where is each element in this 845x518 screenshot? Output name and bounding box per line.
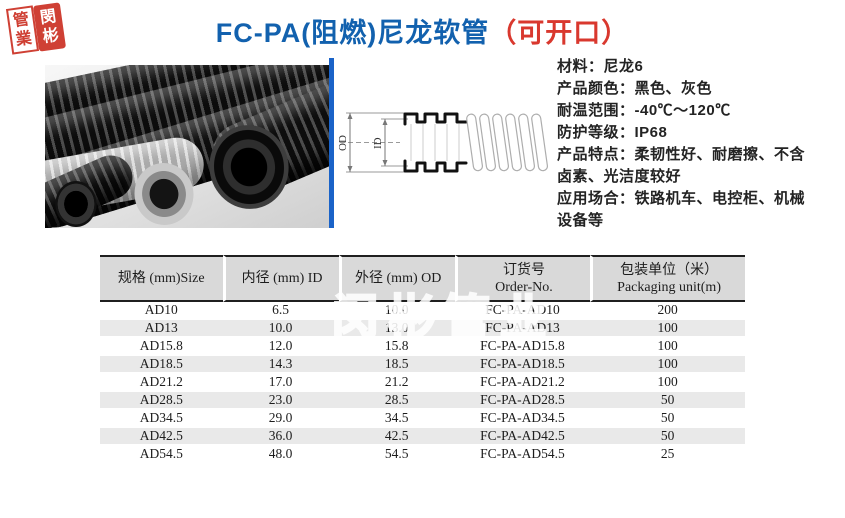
spec-line: 设备等 <box>557 212 604 229</box>
table-header-row: 规格 (mm)Size 内径 (mm) ID 外径 (mm) OD 订货号 Or… <box>100 255 745 302</box>
table-cell: 14.3 <box>222 356 339 374</box>
table-cell: AD18.5 <box>100 356 223 374</box>
table-cell: AD54.5 <box>100 446 223 464</box>
table-cell: 50 <box>590 410 745 428</box>
table-row: AD34.5 29.0 34.5 FC-PA-AD34.5 50 <box>100 410 745 428</box>
table-cell: 17.0 <box>222 374 339 392</box>
table-cell: 100 <box>590 374 745 392</box>
table-cell: 12.0 <box>222 338 339 356</box>
table-row: AD28.5 23.0 28.5 FC-PA-AD28.5 50 <box>100 392 745 410</box>
table-cell: 28.5 <box>338 392 455 410</box>
table-cell: 42.5 <box>338 428 455 446</box>
spec-line: 产品颜色：黑色、灰色 <box>557 80 713 97</box>
page-title: FC-PA(阻燃)尼龙软管（可开口） <box>0 11 845 50</box>
table-cell: 50 <box>590 428 745 446</box>
table-cell: FC-PA-AD34.5 <box>454 410 591 428</box>
diagram-svg: OD ID <box>337 112 549 173</box>
table-cell: FC-PA-AD28.5 <box>454 392 591 410</box>
table-cell: 6.5 <box>222 302 339 320</box>
spec-line: 卤素、光洁度较好 <box>557 168 682 185</box>
table-row: AD18.5 14.3 18.5 FC-PA-AD18.5 100 <box>100 356 745 374</box>
table-cell: 54.5 <box>338 446 455 464</box>
table-cell: 10.0 <box>338 302 455 320</box>
table-cell: AD15.8 <box>100 338 223 356</box>
table-cell: AD34.5 <box>100 410 223 428</box>
spec-text-block: 材料：尼龙6 产品颜色：黑色、灰色 耐温范围：-40℃～120℃ 防护等级：IP… <box>557 56 845 232</box>
table-cell: FC-PA-AD15.8 <box>454 338 591 356</box>
col-header-packaging: 包装单位（米） Packaging unit(m) <box>590 255 745 302</box>
table-cell: 10.0 <box>222 320 339 338</box>
table-cell: AD13 <box>100 320 223 338</box>
table-cell: FC-PA-AD13 <box>454 320 591 338</box>
spec-table-body: AD10 6.5 10.0 FC-PA-AD10 200 AD13 10.0 13.0 FC-P… <box>100 302 745 464</box>
table-cell: 36.0 <box>222 428 339 446</box>
spec-line: 产品特点：柔韧性好、耐磨擦、不含 <box>557 146 806 163</box>
col-header-size: 规格 (mm)Size <box>100 255 223 302</box>
table-cell: AD28.5 <box>100 392 223 410</box>
table-cell: 100 <box>590 356 745 374</box>
table-cell: FC-PA-AD54.5 <box>454 446 591 464</box>
table-cell: 25 <box>590 446 745 464</box>
spec-table-wrap: 规格 (mm)Size 内径 (mm) ID 外径 (mm) OD 订货号 Or… <box>100 255 745 464</box>
table-row: AD10 6.5 10.0 FC-PA-AD10 200 <box>100 302 745 320</box>
table-cell: FC-PA-AD10 <box>454 302 591 320</box>
table-cell: 21.2 <box>338 374 455 392</box>
table-row: AD42.5 36.0 42.5 FC-PA-AD42.5 50 <box>100 428 745 446</box>
table-cell: FC-PA-AD42.5 <box>454 428 591 446</box>
spec-line: 材料：尼龙6 <box>557 58 644 75</box>
page-title-suffix: （可开口） <box>489 18 630 48</box>
table-cell: 29.0 <box>222 410 339 428</box>
table-cell: 15.8 <box>338 338 455 356</box>
table-cell: 13.0 <box>338 320 455 338</box>
col-header-order-no: 订货号 Order-No. <box>454 255 591 302</box>
table-cell: AD42.5 <box>100 428 223 446</box>
col-header-od: 外径 (mm) OD <box>338 255 455 302</box>
spec-table: 规格 (mm)Size 内径 (mm) ID 外径 (mm) OD 订货号 Or… <box>100 255 745 464</box>
od-label: OD <box>338 135 349 151</box>
table-cell: 50 <box>590 392 745 410</box>
spec-line: 防护等级：IP68 <box>557 124 668 141</box>
page-title-main: FC-PA(阻燃)尼龙软管 <box>215 18 490 48</box>
id-label: ID <box>372 137 384 149</box>
table-cell: 18.5 <box>338 356 455 374</box>
table-row: AD21.2 17.0 21.2 FC-PA-AD21.2 100 <box>100 374 745 392</box>
tube-open-end-small <box>55 181 97 227</box>
table-cell: AD10 <box>100 302 223 320</box>
od-id-diagram: OD ID <box>337 78 549 208</box>
table-cell: 100 <box>590 338 745 356</box>
table-cell: 23.0 <box>222 392 339 410</box>
table-cell: 48.0 <box>222 446 339 464</box>
table-cell: AD21.2 <box>100 374 223 392</box>
table-row: AD13 10.0 13.0 FC-PA-AD13 100 <box>100 320 745 338</box>
table-cell: FC-PA-AD18.5 <box>454 356 591 374</box>
table-cell: 200 <box>590 302 745 320</box>
product-photo <box>45 65 331 228</box>
table-cell: 100 <box>590 320 745 338</box>
spec-line: 应用场合：铁路机车、电控柜、机械 <box>557 190 806 207</box>
table-cell: FC-PA-AD21.2 <box>454 374 591 392</box>
table-row: AD54.5 48.0 54.5 FC-PA-AD54.5 25 <box>100 446 745 464</box>
table-row: AD15.8 12.0 15.8 FC-PA-AD15.8 100 <box>100 338 745 356</box>
col-header-id: 内径 (mm) ID <box>222 255 339 302</box>
blue-accent-bar <box>329 58 334 228</box>
table-cell: 34.5 <box>338 410 455 428</box>
spec-line: 耐温范围：-40℃～120℃ <box>557 102 731 119</box>
